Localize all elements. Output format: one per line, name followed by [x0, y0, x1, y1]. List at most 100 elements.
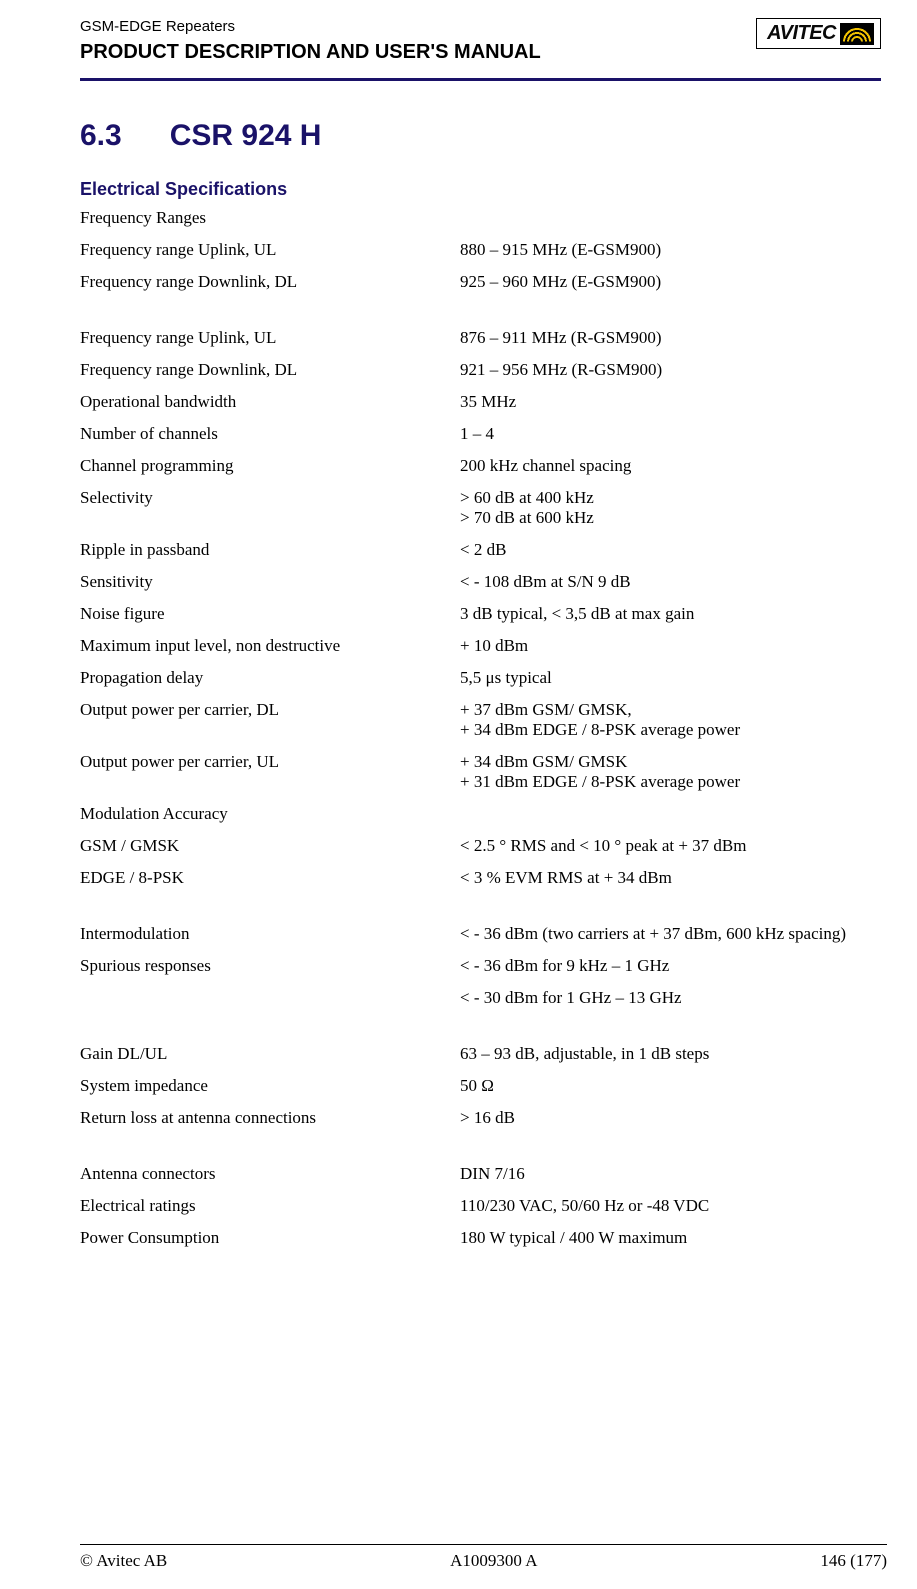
spec-row: Output power per carrier, UL+ 34 dBm GSM…: [80, 752, 881, 792]
footer-rule: [80, 1544, 887, 1545]
spec-value: 50 Ω: [460, 1076, 881, 1096]
spec-value: < - 30 dBm for 1 GHz – 13 GHz: [460, 988, 881, 1008]
spec-label: Frequency range Downlink, DL: [80, 272, 460, 292]
spec-value: + 37 dBm GSM/ GMSK, + 34 dBm EDGE / 8-PS…: [460, 700, 881, 740]
spec-label: Selectivity: [80, 488, 460, 508]
spec-row: Frequency range Downlink, DL921 – 956 MH…: [80, 360, 881, 380]
footer-right: 146 (177): [820, 1551, 887, 1571]
spec-row: < - 30 dBm for 1 GHz – 13 GHz: [80, 988, 881, 1008]
spec-label: Propagation delay: [80, 668, 460, 688]
spec-row: Maximum input level, non destructive+ 10…: [80, 636, 881, 656]
spacer: [80, 1140, 881, 1164]
spec-value: < - 36 dBm for 9 kHz – 1 GHz: [460, 956, 881, 976]
logo-text: AVITEC: [767, 22, 836, 45]
spec-label: Operational bandwidth: [80, 392, 460, 412]
spec-row: Antenna connectorsDIN 7/16: [80, 1164, 881, 1184]
logo-icon: [840, 23, 874, 45]
spec-row: Ripple in passband< 2 dB: [80, 540, 881, 560]
spec-row: Spurious responses< - 36 dBm for 9 kHz –…: [80, 956, 881, 976]
spec-row: Electrical ratings110/230 VAC, 50/60 Hz …: [80, 1196, 881, 1216]
spec-value: DIN 7/16: [460, 1164, 881, 1184]
spec-label: Ripple in passband: [80, 540, 460, 560]
page-header: GSM-EDGE Repeaters PRODUCT DESCRIPTION A…: [80, 18, 881, 76]
spacer: [80, 304, 881, 328]
spec-row: Return loss at antenna connections> 16 d…: [80, 1108, 881, 1128]
footer-left: © Avitec AB: [80, 1551, 167, 1571]
spec-value: < 2 dB: [460, 540, 881, 560]
spec-label: Modulation Accuracy: [80, 804, 460, 824]
spec-row: Power Consumption180 W typical / 400 W m…: [80, 1228, 881, 1248]
spec-label: Output power per carrier, DL: [80, 700, 460, 720]
spec-value: 3 dB typical, < 3,5 dB at max gain: [460, 604, 881, 624]
spec-label: Maximum input level, non destructive: [80, 636, 460, 656]
section-heading: 6.3CSR 924 H: [80, 119, 881, 153]
spec-value: 921 – 956 MHz (R-GSM900): [460, 360, 881, 380]
header-left: GSM-EDGE Repeaters PRODUCT DESCRIPTION A…: [80, 18, 756, 76]
spec-label: Spurious responses: [80, 956, 460, 976]
spec-label: Frequency range Uplink, UL: [80, 240, 460, 260]
spec-row: Frequency range Downlink, DL925 – 960 MH…: [80, 272, 881, 292]
spec-row: EDGE / 8-PSK< 3 % EVM RMS at + 34 dBm: [80, 868, 881, 888]
spec-value: 63 – 93 dB, adjustable, in 1 dB steps: [460, 1044, 881, 1064]
spec-group-label: Frequency Ranges: [80, 208, 881, 228]
spec-row: Gain DL/UL63 – 93 dB, adjustable, in 1 d…: [80, 1044, 881, 1064]
spec-row: Channel programming200 kHz channel spaci…: [80, 456, 881, 476]
spec-label: Output power per carrier, UL: [80, 752, 460, 772]
spec-label: System impedance: [80, 1076, 460, 1096]
spec-value: < 3 % EVM RMS at + 34 dBm: [460, 868, 881, 888]
spec-row: Output power per carrier, DL+ 37 dBm GSM…: [80, 700, 881, 740]
spec-label: Antenna connectors: [80, 1164, 460, 1184]
spec-label: GSM / GMSK: [80, 836, 460, 856]
spec-value: 876 – 911 MHz (R-GSM900): [460, 328, 881, 348]
footer-center: A1009300 A: [450, 1551, 537, 1571]
spec-value: 110/230 VAC, 50/60 Hz or -48 VDC: [460, 1196, 881, 1216]
spec-label: Gain DL/UL: [80, 1044, 460, 1064]
spec-label: Number of channels: [80, 424, 460, 444]
spec-label: Frequency range Uplink, UL: [80, 328, 460, 348]
spec-list: Frequency Ranges Frequency range Uplink,…: [80, 208, 881, 1248]
spec-row: GSM / GMSK< 2.5 ° RMS and < 10 ° peak at…: [80, 836, 881, 856]
spec-row: System impedance50 Ω: [80, 1076, 881, 1096]
document-title: PRODUCT DESCRIPTION AND USER'S MANUAL: [80, 41, 756, 64]
spec-label: Channel programming: [80, 456, 460, 476]
running-title: GSM-EDGE Repeaters: [80, 18, 756, 35]
page-footer: © Avitec AB A1009300 A 146 (177): [80, 1544, 887, 1571]
spec-value: 35 MHz: [460, 392, 881, 412]
spec-value: 5,5 μs typical: [460, 668, 881, 688]
spec-value: 180 W typical / 400 W maximum: [460, 1228, 881, 1248]
spec-value: + 10 dBm: [460, 636, 881, 656]
spec-value: > 60 dB at 400 kHz > 70 dB at 600 kHz: [460, 488, 881, 528]
section-number: 6.3: [80, 119, 122, 152]
spec-row: Intermodulation< - 36 dBm (two carriers …: [80, 924, 881, 944]
footer-row: © Avitec AB A1009300 A 146 (177): [80, 1551, 887, 1571]
section-subheading: Electrical Specifications: [80, 179, 881, 200]
spec-value: < 2.5 ° RMS and < 10 ° peak at + 37 dBm: [460, 836, 881, 856]
spec-row: Frequency range Uplink, UL876 – 911 MHz …: [80, 328, 881, 348]
spacer: [80, 1020, 881, 1044]
header-rule: [80, 78, 881, 81]
spec-row: Selectivity> 60 dB at 400 kHz > 70 dB at…: [80, 488, 881, 528]
spec-value: 200 kHz channel spacing: [460, 456, 881, 476]
spec-label: Frequency Ranges: [80, 208, 460, 228]
company-logo: AVITEC: [756, 18, 881, 49]
spec-row: Number of channels1 – 4: [80, 424, 881, 444]
spec-value: > 16 dB: [460, 1108, 881, 1128]
spec-row: Noise figure3 dB typical, < 3,5 dB at ma…: [80, 604, 881, 624]
spec-label: Sensitivity: [80, 572, 460, 592]
spec-label: Noise figure: [80, 604, 460, 624]
spec-label: Intermodulation: [80, 924, 460, 944]
spec-value: 880 – 915 MHz (E-GSM900): [460, 240, 881, 260]
spec-label: EDGE / 8-PSK: [80, 868, 460, 888]
spec-value: < - 108 dBm at S/N 9 dB: [460, 572, 881, 592]
spec-group-label: Modulation Accuracy: [80, 804, 881, 824]
spec-value: < - 36 dBm (two carriers at + 37 dBm, 60…: [460, 924, 881, 944]
spacer: [80, 900, 881, 924]
spec-label: Electrical ratings: [80, 1196, 460, 1216]
spec-label: Power Consumption: [80, 1228, 460, 1248]
spec-value: 925 – 960 MHz (E-GSM900): [460, 272, 881, 292]
spec-value: + 34 dBm GSM/ GMSK + 31 dBm EDGE / 8-PSK…: [460, 752, 881, 792]
spec-row: Frequency range Uplink, UL880 – 915 MHz …: [80, 240, 881, 260]
spec-value: 1 – 4: [460, 424, 881, 444]
spec-row: Propagation delay5,5 μs typical: [80, 668, 881, 688]
spec-label: Frequency range Downlink, DL: [80, 360, 460, 380]
